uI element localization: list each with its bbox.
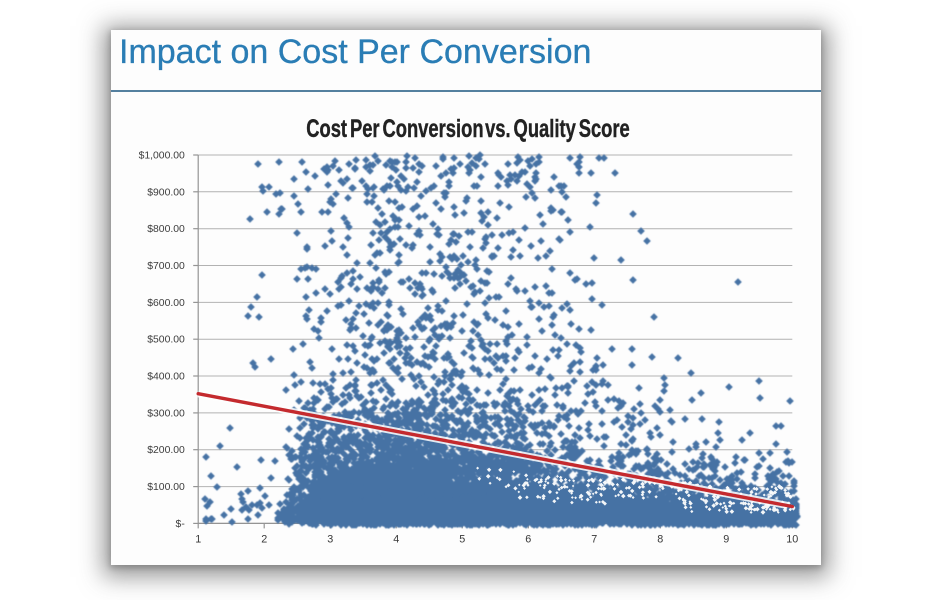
svg-text:$800.00: $800.00 [147, 224, 185, 235]
svg-text:$500.00: $500.00 [147, 335, 185, 346]
svg-text:4: 4 [393, 534, 399, 546]
svg-text:$300.00: $300.00 [147, 408, 185, 419]
svg-text:$400.00: $400.00 [147, 372, 185, 383]
svg-text:10: 10 [786, 534, 798, 546]
svg-text:$-: $- [176, 519, 185, 530]
svg-text:$900.00: $900.00 [147, 187, 185, 198]
svg-text:2: 2 [261, 534, 267, 546]
svg-text:$1,000.00: $1,000.00 [139, 151, 185, 162]
svg-text:7: 7 [591, 534, 597, 546]
svg-text:$700.00: $700.00 [147, 261, 185, 272]
svg-text:5: 5 [459, 534, 465, 546]
svg-text:8: 8 [657, 534, 663, 546]
svg-text:$200.00: $200.00 [147, 445, 185, 456]
svg-text:9: 9 [723, 534, 729, 546]
svg-text:1: 1 [195, 534, 201, 546]
svg-text:6: 6 [525, 534, 531, 546]
svg-text:3: 3 [327, 534, 333, 546]
svg-text:$600.00: $600.00 [147, 298, 185, 309]
svg-text:$100.00: $100.00 [147, 482, 185, 493]
